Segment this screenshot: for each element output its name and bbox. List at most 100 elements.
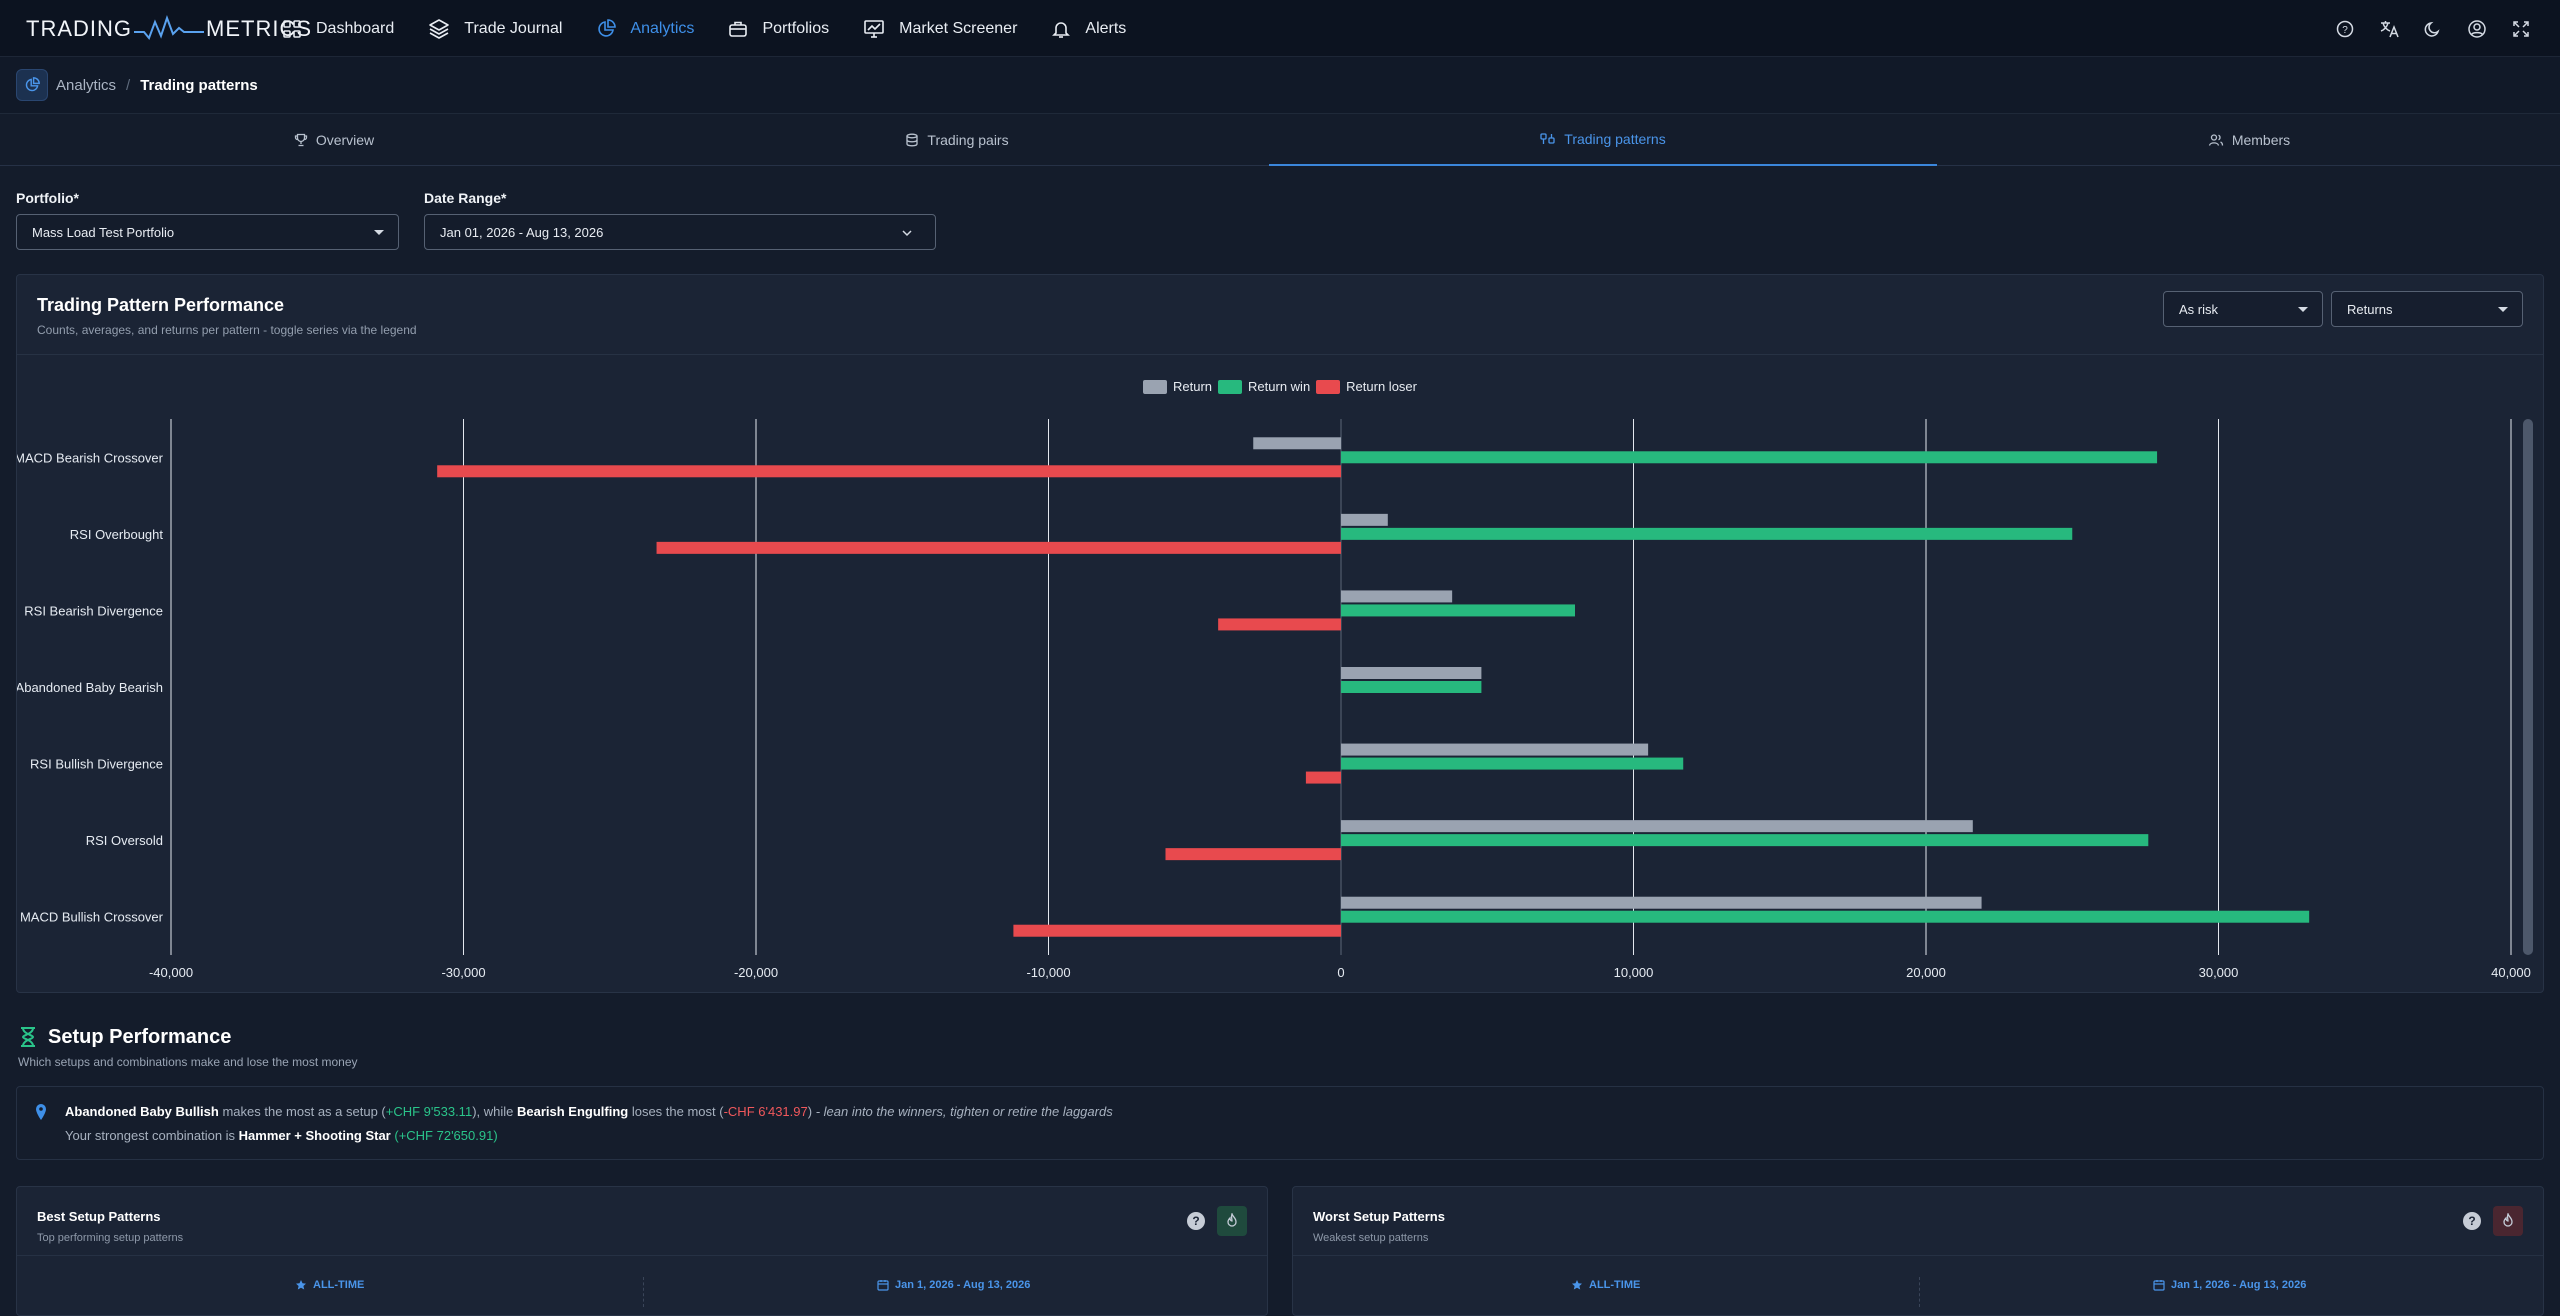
insight-text: makes the most as a setup ( [218,1104,386,1119]
worst-setup-amount: -CHF 6'431.97 [723,1104,808,1119]
worst-setup-patterns-card: Worst Setup Patterns Weakest setup patte… [1292,1186,2544,1316]
bar-return-win[interactable] [1341,451,2158,464]
bar-return-loser[interactable] [1165,848,1342,861]
help-icon[interactable]: ? [2463,1212,2481,1230]
bar-return-loser[interactable] [437,465,1341,478]
worst-all-time-label: ALL-TIME [1589,1279,1641,1291]
segment-divider [643,1277,644,1307]
tab-members[interactable]: Members [1915,114,2560,166]
bar-return[interactable] [1341,743,1649,756]
portfolio-select[interactable]: Mass Load Test Portfolio [16,214,399,250]
help-icon[interactable]: ? [2334,18,2356,40]
bar-return-win[interactable] [1341,757,1684,770]
bar-return-loser[interactable] [656,541,1341,554]
risk-mode-select[interactable]: As risk [2163,291,2323,327]
best-card-title: Best Setup Patterns [37,1209,161,1224]
moon-icon[interactable] [2422,18,2444,40]
layers-icon [429,18,450,39]
fullscreen-icon[interactable] [2510,18,2532,40]
x-tick-label: 40,000 [2491,965,2531,980]
tab-overview[interactable]: Overview [0,114,668,166]
best-setup-patterns-card: Best Setup Patterns Top performing setup… [16,1186,1268,1316]
nav-market-screener-label: Market Screener [899,19,1018,37]
best-all-time-tab[interactable]: ALL-TIME [295,1279,364,1291]
app-logo[interactable]: TRADING METRICS [26,14,312,44]
hourglass-icon [21,1027,35,1047]
y-category-label: RSI Bullish Divergence [30,757,163,772]
legend-item-return[interactable]: Return [1143,379,1212,394]
user-circle-icon[interactable] [2466,18,2488,40]
chevron-down-icon [902,230,912,237]
flame-toggle-button[interactable] [1217,1206,1247,1236]
flame-toggle-button[interactable] [2493,1206,2523,1236]
bar-return-win[interactable] [1341,681,1482,693]
y-category-label: Abandoned Baby Bearish [17,680,163,695]
date-range-value: Jan 01, 2026 - Aug 13, 2026 [440,224,604,240]
bar-return[interactable] [1341,590,1453,603]
legend-swatch-return [1143,379,1167,394]
tab-trading-patterns[interactable]: Trading patterns [1269,114,1937,166]
help-icon[interactable]: ? [1187,1212,1205,1230]
x-tick-label: -10,000 [1026,965,1070,980]
legend-item-return-loser[interactable]: Return loser [1316,379,1417,394]
insight-line-setups: Abandoned Baby Bullish makes the most as… [65,1104,1113,1119]
x-tick-label: 20,000 [1906,965,1946,980]
nav-dashboard[interactable]: Dashboard [282,0,394,57]
best-date-range-label: Jan 1, 2026 - Aug 13, 2026 [895,1279,1031,1291]
bar-return[interactable] [1341,513,1388,526]
insight-text: loses the most ( [628,1104,724,1119]
legend-swatch-return-win [1218,379,1243,394]
combo-open: ( [390,1128,399,1143]
trophy-icon [294,133,307,147]
insight-line-combination: Your strongest combination is Hammer + S… [65,1128,498,1143]
legend-item-return-win[interactable]: Return win [1218,379,1310,394]
nav-market-screener[interactable]: Market Screener [863,0,1017,57]
legend-swatch-return-loser [1316,379,1341,394]
x-tick-label: -20,000 [734,965,778,980]
best-date-range-tab[interactable]: Jan 1, 2026 - Aug 13, 2026 [877,1279,1030,1291]
breadcrumb-parent[interactable]: Analytics [56,77,117,94]
nav-portfolios-label: Portfolios [762,19,830,37]
y-category-label: MACD Bullish Crossover [20,910,164,925]
bar-return-win[interactable] [1341,910,2310,923]
metric-select[interactable]: Returns [2331,291,2523,327]
worst-card-subtitle: Weakest setup patterns [1313,1232,1429,1244]
nav-analytics[interactable]: Analytics [596,0,694,57]
star-icon [1572,1280,1582,1290]
chart-scrollbar[interactable] [2523,419,2533,955]
nav-portfolios[interactable]: Portfolios [728,0,829,57]
portfolio-select-value: Mass Load Test Portfolio [32,224,175,240]
translate-icon[interactable] [2378,18,2400,40]
bar-return[interactable] [1341,896,1982,909]
bar-return-win[interactable] [1341,834,2149,847]
bar-return[interactable] [1253,437,1341,450]
panel-header: Trading Pattern Performance Counts, aver… [17,275,2543,355]
best-setup-amount: +CHF 9'533.11 [385,1104,473,1119]
bar-return-loser[interactable] [1218,618,1341,631]
bell-icon [1052,21,1071,38]
star-icon [296,1280,306,1290]
bar-return[interactable] [1341,820,1973,833]
tab-trading-pairs[interactable]: Trading pairs [623,114,1291,166]
tab-overview-label: Overview [315,132,375,148]
nav-alerts[interactable]: Alerts [1051,0,1126,57]
nav-dashboard-label: Dashboard [316,19,395,37]
flame-icon [2503,1213,2513,1227]
nav-trade-journal[interactable]: Trade Journal [428,0,562,57]
date-range-picker[interactable]: Jan 01, 2026 - Aug 13, 2026 [424,214,936,250]
tab-members-label: Members [2231,132,2291,148]
logo-text-left: TRADING [26,16,132,41]
bar-return-win[interactable] [1341,604,1575,617]
bar-return-loser[interactable] [1013,924,1341,937]
bar-return-win[interactable] [1341,527,2073,540]
setup-performance-subtitle: Which setups and combinations make and l… [18,1055,358,1069]
worst-all-time-tab[interactable]: ALL-TIME [1571,1279,1640,1291]
bar-return[interactable] [1341,667,1482,679]
y-category-label: RSI Bearish Divergence [24,603,163,618]
pie-chart-icon [598,18,617,37]
nav-analytics-label: Analytics [630,19,695,37]
bar-return-loser[interactable] [1305,771,1341,784]
segment-divider [1919,1277,1920,1307]
combo-name: Hammer + Shooting Star [238,1128,391,1143]
worst-date-range-tab[interactable]: Jan 1, 2026 - Aug 13, 2026 [2153,1279,2306,1291]
